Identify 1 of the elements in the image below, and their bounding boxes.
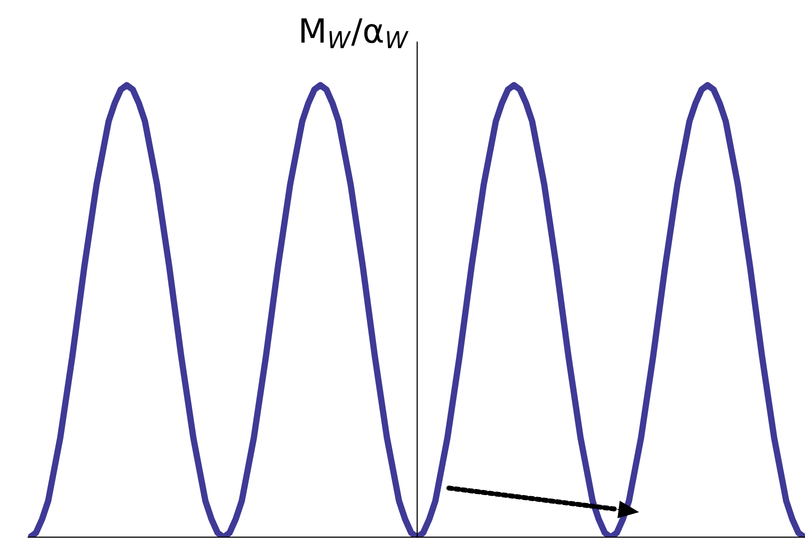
y-axis-title: M$_{W}$/α$_{W}$ bbox=[301, 18, 409, 48]
